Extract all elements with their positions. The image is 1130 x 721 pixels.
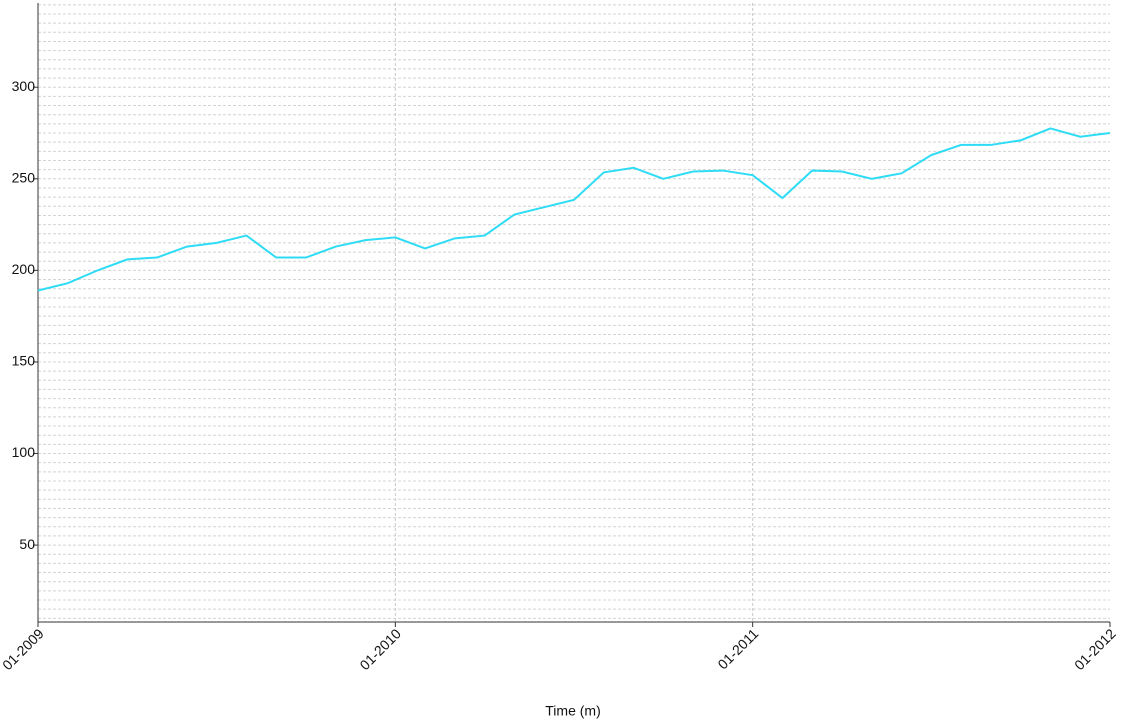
x-tick-label: 01-2009 — [0, 625, 47, 673]
x-tick-label: 01-2010 — [356, 625, 404, 673]
x-axis-title: Time (m) — [545, 703, 600, 719]
y-tick-label: 150 — [12, 353, 36, 369]
x-tick-label: 01-2011 — [714, 625, 761, 672]
y-tick-label: 300 — [12, 78, 36, 94]
series-line — [37, 127, 1111, 292]
y-tick-label: 50 — [19, 536, 35, 552]
y-tick-label: 100 — [12, 444, 36, 460]
y-tick-label: 200 — [12, 261, 36, 277]
y-tick-label: 250 — [12, 170, 36, 186]
x-tick-label: 01-2012 — [1071, 625, 1119, 673]
